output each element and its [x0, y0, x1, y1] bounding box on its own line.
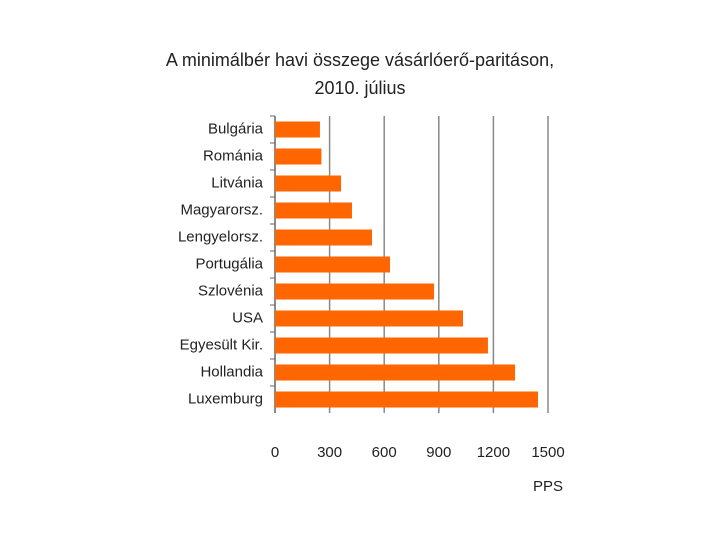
x-tick-label: 1500 [531, 444, 564, 461]
x-tick-label: 1200 [477, 444, 510, 461]
bar [275, 364, 516, 381]
bar [275, 229, 373, 246]
y-tick-label: Hollandia [200, 363, 263, 380]
y-tick-label: Lengyelorsz. [178, 228, 263, 245]
bar [275, 256, 391, 273]
chart-title: A minimálbér havi összege vásárlóerő-par… [165, 50, 555, 98]
bar [275, 202, 352, 219]
y-tick-label: Egyesült Kir. [180, 336, 263, 353]
x-axis-title: PPS [533, 478, 563, 495]
bar [275, 175, 342, 192]
y-tick-label: Magyarorsz. [180, 201, 263, 218]
y-tick-label: Luxemburg [188, 390, 263, 407]
y-tick-label: Litvánia [211, 174, 263, 191]
y-tick-label: Románia [203, 147, 264, 164]
x-tick-label: 300 [317, 444, 342, 461]
y-tick-label: Bulgária [208, 120, 264, 137]
bar [275, 310, 464, 327]
x-tick-label: 600 [372, 444, 397, 461]
y-tick-label: Portugália [195, 255, 263, 272]
bar [275, 337, 488, 354]
x-tick-label: 0 [271, 444, 279, 461]
y-tick-label: USA [232, 309, 263, 326]
bar [275, 148, 322, 165]
bar [275, 391, 538, 408]
x-tick-label: 900 [426, 444, 451, 461]
bar [275, 121, 320, 138]
y-tick-label: Szlovénia [198, 282, 264, 299]
bar [275, 283, 435, 300]
